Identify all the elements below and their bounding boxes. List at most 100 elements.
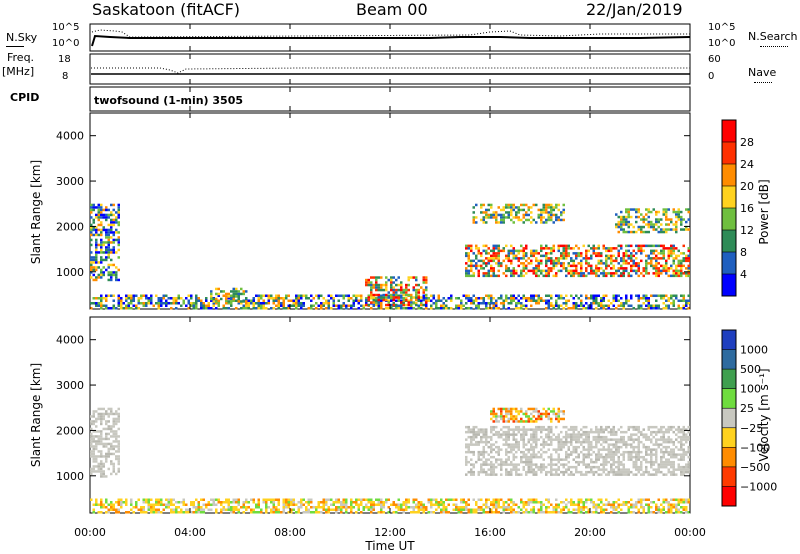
power-cell xyxy=(427,299,430,302)
power-cell xyxy=(102,243,105,247)
power-cell xyxy=(637,228,640,231)
velocity-cell xyxy=(657,430,660,434)
velocity-cell xyxy=(95,440,98,443)
velocity-cell xyxy=(142,501,145,504)
power-cell xyxy=(547,304,550,307)
power-scale-swatch xyxy=(722,120,736,142)
velocity-cell xyxy=(520,508,523,511)
power-cell xyxy=(530,221,533,224)
velocity-cell xyxy=(610,455,613,459)
power-cell xyxy=(297,294,300,297)
velocity-cell xyxy=(595,453,598,456)
velocity-cell xyxy=(530,438,533,441)
velocity-cell xyxy=(297,501,300,504)
power-scale-tick-label: 8 xyxy=(740,246,747,259)
power-cell xyxy=(492,272,495,275)
power-cell xyxy=(490,206,493,209)
power-cell xyxy=(550,247,553,250)
power-cell xyxy=(522,262,525,265)
power-cell xyxy=(560,254,563,258)
power-cell xyxy=(550,206,553,209)
power-cell xyxy=(660,249,663,253)
velocity-cell xyxy=(302,498,305,501)
velocity-cell xyxy=(525,453,528,456)
power-cell xyxy=(100,302,103,305)
velocity-cell xyxy=(647,438,650,441)
velocity-cell xyxy=(165,506,168,509)
velocity-cell xyxy=(117,508,120,511)
power-cell xyxy=(577,272,580,275)
velocity-cell xyxy=(635,465,638,469)
power-cell xyxy=(415,296,418,299)
velocity-cell xyxy=(617,445,620,449)
power-cell xyxy=(390,276,393,279)
power-cell xyxy=(542,206,545,209)
power-cell xyxy=(92,206,95,209)
power-cell xyxy=(675,257,678,260)
velocity-cell xyxy=(627,501,630,504)
velocity-cell xyxy=(95,503,98,506)
velocity-cell xyxy=(530,435,533,439)
velocity-cell xyxy=(92,450,95,453)
power-cell xyxy=(580,267,583,270)
power-cell xyxy=(300,297,303,300)
power-cell xyxy=(667,299,670,302)
velocity-cell xyxy=(342,503,345,506)
velocity-cell xyxy=(467,443,470,446)
power-cell xyxy=(570,274,573,278)
velocity-cell xyxy=(560,470,563,474)
power-cell xyxy=(502,221,505,224)
velocity-cell xyxy=(102,465,105,468)
power-cell xyxy=(115,307,118,310)
power-cell xyxy=(417,296,420,299)
velocity-cell xyxy=(285,498,288,501)
velocity-cell xyxy=(645,468,648,471)
power-cell xyxy=(325,302,328,305)
power-cell xyxy=(515,254,518,258)
power-cell xyxy=(647,254,650,258)
velocity-cell xyxy=(90,455,93,458)
velocity-cell xyxy=(572,433,575,436)
power-cell xyxy=(557,294,560,297)
velocity-cell xyxy=(670,473,673,476)
velocity-cell xyxy=(615,508,618,511)
velocity-cell xyxy=(472,428,475,431)
velocity-cell xyxy=(682,435,685,439)
velocity-cell xyxy=(107,412,110,416)
power-cell xyxy=(395,288,398,292)
velocity-cell xyxy=(670,498,673,501)
power-cell xyxy=(577,252,580,255)
velocity-cell xyxy=(642,428,645,431)
velocity-cell xyxy=(195,511,198,514)
power-cell xyxy=(655,307,658,310)
velocity-cell xyxy=(512,511,515,514)
velocity-cell xyxy=(100,465,103,468)
velocity-cell xyxy=(490,410,493,413)
power-cell xyxy=(277,297,280,300)
power-cell xyxy=(615,299,618,302)
velocity-cell xyxy=(502,463,505,466)
velocity-cell xyxy=(582,506,585,509)
velocity-cell xyxy=(562,417,565,421)
power-cell xyxy=(505,294,508,297)
power-cell xyxy=(520,203,523,207)
velocity-cell xyxy=(95,410,98,413)
power-cell xyxy=(545,259,548,263)
velocity-cell xyxy=(465,450,468,454)
velocity-cell xyxy=(495,460,498,464)
power-cell xyxy=(525,218,528,222)
velocity-cell xyxy=(627,435,630,439)
power-scale-tick-label: 24 xyxy=(740,158,754,171)
velocity-cell xyxy=(560,440,563,444)
power-cell xyxy=(395,307,398,310)
velocity-cell xyxy=(230,508,233,511)
velocity-cell xyxy=(535,463,538,466)
velocity-cell xyxy=(540,448,543,451)
velocity-cell xyxy=(667,468,670,471)
power-cell xyxy=(487,216,490,219)
noise-right-top: 10^5 xyxy=(708,22,736,33)
velocity-cell xyxy=(555,448,558,451)
power-cell xyxy=(660,244,663,248)
velocity-cell xyxy=(545,450,548,454)
velocity-cell xyxy=(110,425,113,428)
